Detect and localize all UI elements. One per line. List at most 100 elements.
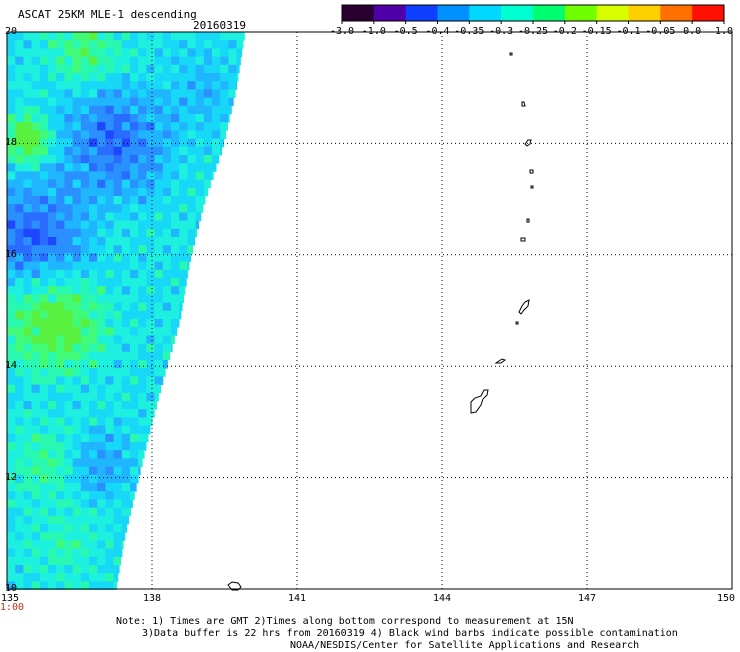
data-swath	[7, 32, 245, 590]
swath-cell	[23, 581, 32, 590]
swath-cell	[105, 532, 114, 541]
swath-cell	[64, 269, 73, 279]
swath-cell	[48, 442, 57, 451]
swath-cell	[171, 294, 180, 303]
swath-cell	[89, 417, 98, 426]
swath-cell	[31, 515, 41, 525]
swath-cell	[97, 294, 106, 303]
swath-cell	[72, 433, 82, 443]
swath-cell	[39, 360, 49, 369]
swath-cell	[105, 286, 114, 295]
swath-cell	[97, 269, 106, 279]
swath-cell	[179, 114, 188, 123]
swath-cell	[56, 581, 65, 590]
swath-cell	[228, 105, 232, 115]
swath-cell	[97, 237, 106, 246]
swath-cell	[48, 335, 57, 344]
swath-cell	[7, 64, 16, 74]
swath-cell	[72, 64, 82, 74]
swath-cell	[236, 48, 243, 57]
swath-cell	[72, 425, 82, 435]
swath-cell	[64, 114, 73, 123]
swath-cell	[15, 171, 24, 180]
swath-cell	[154, 310, 164, 320]
swath-cell	[154, 261, 164, 271]
swath-cell	[31, 261, 41, 271]
swath-cell	[15, 179, 24, 189]
swath-cell	[72, 146, 82, 156]
swath-cell	[171, 114, 180, 123]
swath-cell	[162, 220, 172, 230]
swath-cell	[48, 524, 57, 533]
swath-cell	[105, 466, 114, 476]
swath-cell	[97, 368, 106, 377]
swath-cell	[80, 507, 90, 517]
swath-cell	[105, 351, 114, 361]
swath-cell	[121, 278, 131, 287]
swath-cell	[187, 269, 189, 279]
swath-cell	[105, 450, 114, 459]
swath-cell	[113, 556, 121, 566]
swath-cell	[130, 105, 139, 115]
swath-cell	[138, 450, 145, 459]
swath-cell	[89, 368, 98, 377]
swath-cell	[195, 97, 205, 107]
swath-cell	[39, 179, 49, 189]
swath-cell	[179, 253, 188, 262]
swath-cell	[97, 548, 106, 558]
swath-cell	[31, 548, 41, 558]
swath-cell	[31, 483, 41, 492]
swath-cell	[179, 171, 188, 180]
swath-cell	[39, 474, 49, 484]
swath-cell	[195, 130, 205, 139]
swath-cell	[23, 105, 32, 115]
swath-cell	[97, 540, 106, 549]
swath-cell	[138, 474, 139, 484]
swath-cell	[113, 138, 123, 148]
swath-cell	[113, 179, 123, 189]
swath-cell	[7, 179, 16, 189]
swath-cell	[113, 425, 123, 435]
swath-cell	[15, 319, 24, 328]
swath-cell	[48, 130, 57, 139]
swath-cell	[31, 269, 41, 279]
longitude-label: 144	[432, 593, 452, 604]
swath-cell	[64, 32, 73, 41]
swath-cell	[146, 146, 155, 156]
swath-cell	[39, 187, 49, 197]
swath-cell	[31, 81, 41, 90]
swath-cell	[162, 40, 172, 49]
swath-cell	[130, 269, 139, 279]
swath-cell	[113, 228, 123, 238]
swath-cell	[97, 73, 106, 82]
swath-cell	[39, 417, 49, 426]
swath-cell	[113, 122, 123, 131]
swath-cell	[23, 146, 32, 156]
swath-cell	[72, 138, 82, 148]
islands-outline	[227, 52, 534, 591]
swath-cell	[15, 532, 24, 541]
swath-cell	[113, 261, 123, 271]
swath-cell	[80, 64, 90, 74]
swath-cell	[39, 237, 49, 246]
swath-cell	[15, 187, 24, 197]
swath-cell	[23, 573, 32, 582]
swath-cell	[203, 122, 213, 131]
swath-cell	[130, 384, 139, 394]
swath-cell	[105, 556, 114, 566]
swath-cell	[89, 73, 98, 82]
swath-cell	[138, 310, 147, 320]
swath-cell	[171, 64, 180, 74]
swath-cell	[220, 138, 225, 148]
swath-cell	[187, 81, 196, 90]
swath-cell	[39, 499, 49, 508]
swath-cell	[138, 32, 147, 41]
swath-cell	[80, 97, 90, 107]
swath-cell	[89, 401, 98, 410]
swath-cell	[64, 294, 73, 303]
swath-cell	[105, 228, 114, 238]
swath-cell	[195, 122, 205, 131]
swath-cell	[179, 179, 188, 189]
swath-cell	[56, 81, 65, 90]
swath-cell	[146, 105, 155, 115]
